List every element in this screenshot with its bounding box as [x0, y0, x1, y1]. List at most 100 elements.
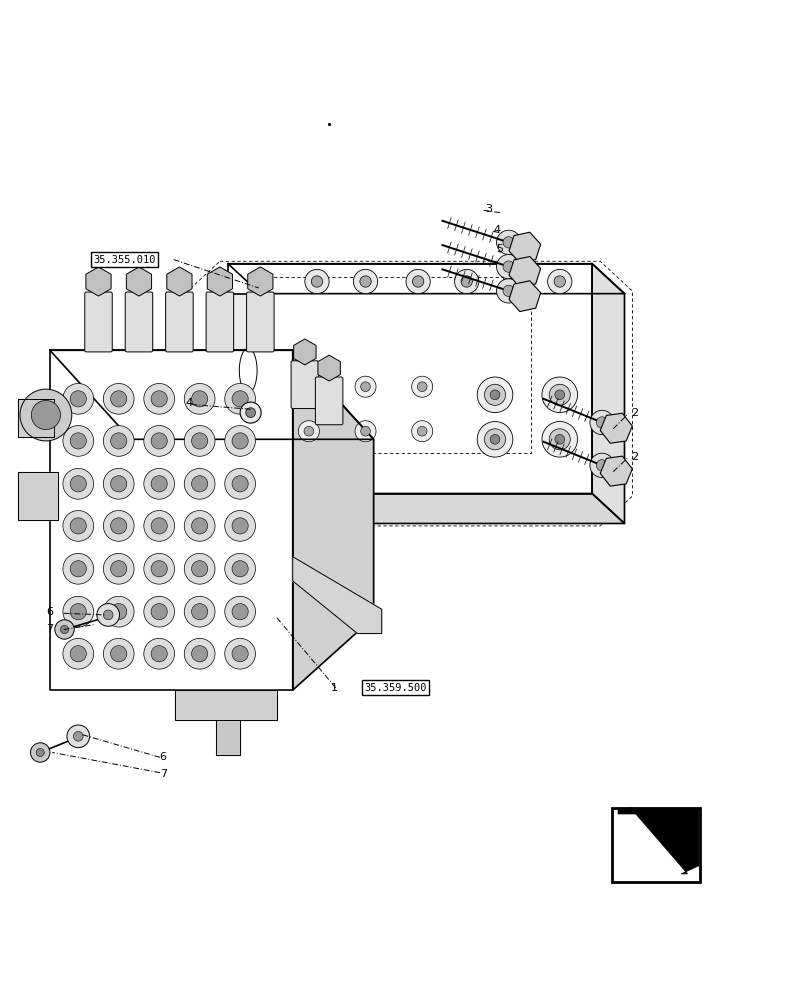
Circle shape [70, 433, 86, 449]
Circle shape [311, 276, 322, 287]
Circle shape [144, 426, 174, 456]
Text: 7: 7 [46, 624, 54, 634]
Circle shape [554, 434, 564, 444]
Circle shape [298, 421, 319, 442]
FancyBboxPatch shape [290, 361, 318, 409]
Circle shape [36, 748, 45, 757]
Circle shape [70, 561, 86, 577]
Circle shape [484, 384, 505, 405]
Polygon shape [18, 472, 58, 520]
Circle shape [240, 402, 261, 423]
Circle shape [303, 382, 313, 392]
Circle shape [490, 390, 500, 400]
Circle shape [502, 285, 513, 297]
Circle shape [298, 376, 319, 397]
Circle shape [62, 383, 93, 414]
Circle shape [354, 376, 375, 397]
Polygon shape [18, 399, 54, 437]
Circle shape [595, 460, 607, 471]
Circle shape [502, 261, 513, 272]
Text: 4: 4 [186, 398, 192, 408]
Circle shape [232, 604, 248, 620]
Circle shape [70, 391, 86, 407]
FancyBboxPatch shape [125, 292, 152, 352]
Polygon shape [50, 350, 292, 690]
Text: 3: 3 [484, 204, 491, 214]
Circle shape [62, 596, 93, 627]
Circle shape [547, 269, 571, 294]
Circle shape [70, 604, 86, 620]
Circle shape [589, 453, 613, 477]
Circle shape [359, 276, 371, 287]
Text: 35.355.010: 35.355.010 [93, 255, 156, 265]
Text: 6: 6 [46, 607, 54, 617]
Circle shape [151, 433, 167, 449]
Circle shape [541, 422, 577, 457]
Circle shape [232, 391, 248, 407]
Circle shape [595, 417, 607, 428]
FancyBboxPatch shape [247, 292, 274, 352]
Circle shape [191, 561, 208, 577]
Text: 5: 5 [496, 244, 503, 254]
FancyBboxPatch shape [84, 292, 112, 352]
Circle shape [232, 646, 248, 662]
Circle shape [31, 743, 50, 762]
Circle shape [97, 604, 119, 626]
Circle shape [484, 429, 505, 450]
Circle shape [151, 646, 167, 662]
Circle shape [191, 646, 208, 662]
Polygon shape [228, 494, 624, 523]
Circle shape [62, 553, 93, 584]
Circle shape [103, 426, 134, 456]
Circle shape [191, 476, 208, 492]
Circle shape [60, 625, 68, 634]
Circle shape [303, 426, 313, 436]
Circle shape [151, 604, 167, 620]
Circle shape [225, 426, 255, 456]
Circle shape [32, 400, 60, 430]
Circle shape [589, 410, 613, 435]
Circle shape [103, 468, 134, 499]
Circle shape [144, 638, 174, 669]
Circle shape [110, 518, 127, 534]
Circle shape [103, 638, 134, 669]
Circle shape [496, 254, 520, 279]
Circle shape [184, 426, 215, 456]
Circle shape [62, 468, 93, 499]
Circle shape [144, 553, 174, 584]
Circle shape [232, 476, 248, 492]
Circle shape [477, 377, 513, 413]
Circle shape [62, 638, 93, 669]
Text: 1: 1 [331, 683, 338, 693]
Circle shape [151, 476, 167, 492]
Circle shape [548, 384, 569, 405]
Polygon shape [228, 264, 591, 494]
Circle shape [502, 237, 513, 248]
Polygon shape [591, 264, 624, 523]
Circle shape [411, 376, 432, 397]
Circle shape [110, 646, 127, 662]
Polygon shape [292, 557, 381, 634]
Circle shape [461, 276, 472, 287]
Circle shape [73, 731, 83, 741]
Circle shape [67, 725, 89, 748]
Circle shape [353, 269, 377, 294]
Circle shape [184, 383, 215, 414]
Circle shape [184, 596, 215, 627]
Text: 2: 2 [631, 408, 637, 418]
Polygon shape [50, 350, 373, 439]
Circle shape [225, 553, 255, 584]
Circle shape [191, 433, 208, 449]
Polygon shape [228, 294, 268, 455]
Circle shape [225, 596, 255, 627]
FancyBboxPatch shape [315, 377, 342, 425]
Circle shape [144, 468, 174, 499]
Polygon shape [617, 808, 698, 874]
Text: 2: 2 [631, 452, 637, 462]
Circle shape [225, 383, 255, 414]
Circle shape [541, 377, 577, 413]
Circle shape [246, 408, 255, 417]
Polygon shape [292, 350, 373, 690]
Circle shape [110, 391, 127, 407]
Circle shape [554, 390, 564, 400]
